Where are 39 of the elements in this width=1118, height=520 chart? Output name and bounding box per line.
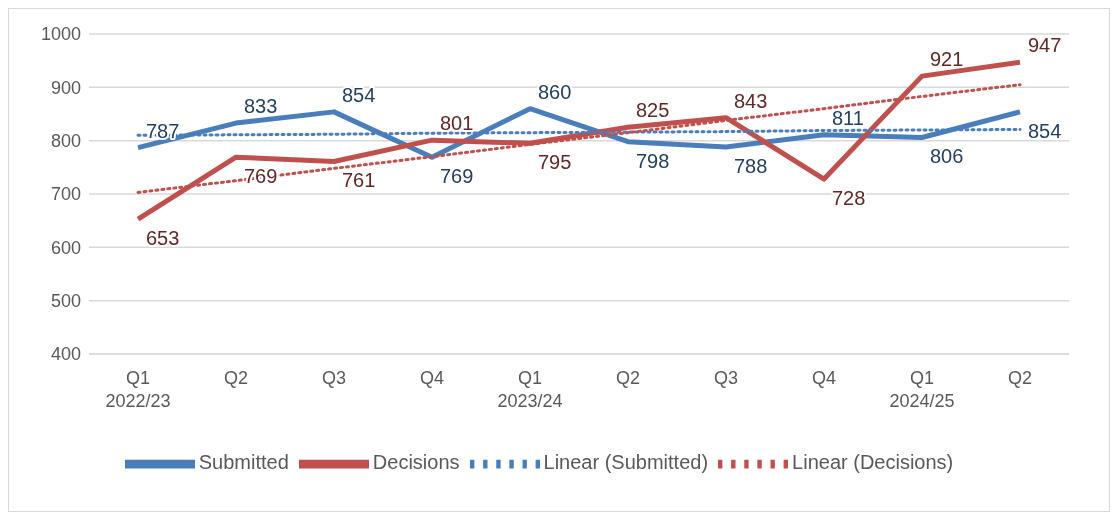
y-tick-label: 700 [50, 184, 81, 205]
x-tick-label: Q3 [713, 368, 739, 388]
x-tick-label: Q3 [321, 368, 347, 388]
data-label: 795 [538, 151, 572, 174]
data-label: 811 [832, 106, 864, 129]
legend-label: Decisions [372, 451, 460, 474]
x-tick-label: Q2 [615, 368, 641, 388]
x-tick-label: Q1 2024/25 [889, 368, 955, 411]
y-tick-label: 1000 [40, 24, 81, 45]
x-tick-label: Q4 [419, 368, 445, 388]
data-label: 798 [636, 149, 670, 172]
x-tick-label: Q4 [811, 368, 837, 388]
data-label: 801 [440, 112, 474, 135]
legend-label: Linear (Decisions) [792, 451, 954, 474]
data-label: 843 [734, 89, 768, 112]
x-tick-label: Q2 [1007, 368, 1033, 388]
data-label: 947 [1028, 34, 1062, 57]
y-tick-label: 600 [50, 237, 81, 258]
legend-label: Submitted [198, 451, 289, 474]
x-tick-label: Q1 2022/23 [105, 368, 171, 411]
y-tick-label: 400 [50, 344, 81, 365]
data-label: 761 [342, 169, 376, 192]
data-label: 854 [342, 83, 376, 106]
data-label: 728 [832, 187, 866, 210]
data-label: 921 [930, 48, 964, 71]
legend-label: Linear (Submitted) [543, 451, 709, 474]
y-tick-label: 500 [50, 291, 81, 312]
data-label: 854 [1028, 119, 1062, 142]
data-label: 806 [930, 145, 964, 168]
data-label: 825 [636, 99, 670, 122]
data-label: 833 [244, 95, 278, 118]
data-label: 788 [734, 155, 768, 178]
x-tick-label: Q2 [223, 368, 249, 388]
y-tick-label: 900 [50, 77, 81, 98]
data-label: 860 [538, 80, 572, 103]
x-tick-label: Q1 2023/24 [497, 368, 563, 411]
data-label: 653 [146, 227, 180, 250]
data-label: 769 [440, 165, 474, 188]
y-tick-label: 800 [50, 131, 81, 152]
